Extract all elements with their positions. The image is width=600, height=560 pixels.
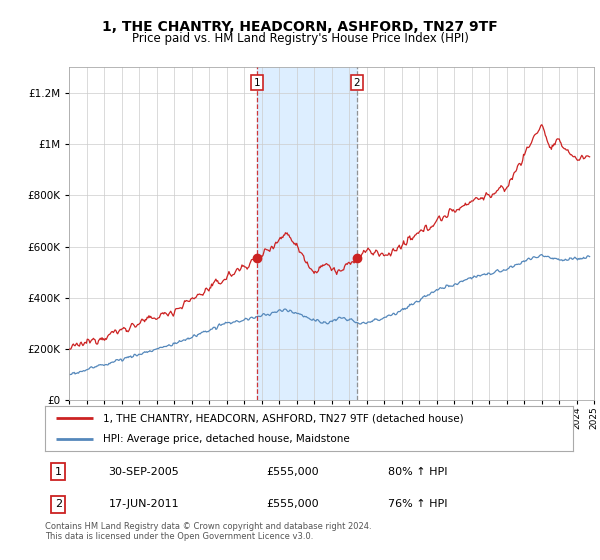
Text: 2: 2 (55, 500, 62, 510)
Text: 76% ↑ HPI: 76% ↑ HPI (388, 500, 448, 510)
Text: HPI: Average price, detached house, Maidstone: HPI: Average price, detached house, Maid… (103, 433, 350, 444)
Text: 80% ↑ HPI: 80% ↑ HPI (388, 467, 448, 477)
Text: 1: 1 (55, 467, 62, 477)
Text: Contains HM Land Registry data © Crown copyright and database right 2024.
This d: Contains HM Land Registry data © Crown c… (45, 522, 371, 542)
Text: 30-SEP-2005: 30-SEP-2005 (109, 467, 179, 477)
Text: £555,000: £555,000 (267, 467, 319, 477)
Text: Price paid vs. HM Land Registry's House Price Index (HPI): Price paid vs. HM Land Registry's House … (131, 32, 469, 45)
Text: 1, THE CHANTRY, HEADCORN, ASHFORD, TN27 9TF (detached house): 1, THE CHANTRY, HEADCORN, ASHFORD, TN27 … (103, 413, 464, 423)
Text: 1, THE CHANTRY, HEADCORN, ASHFORD, TN27 9TF: 1, THE CHANTRY, HEADCORN, ASHFORD, TN27 … (102, 20, 498, 34)
Text: 1: 1 (254, 78, 260, 87)
Text: 2: 2 (354, 78, 361, 87)
Text: £555,000: £555,000 (267, 500, 319, 510)
Bar (257, 67, 357, 400)
Text: 17-JUN-2011: 17-JUN-2011 (109, 500, 179, 510)
